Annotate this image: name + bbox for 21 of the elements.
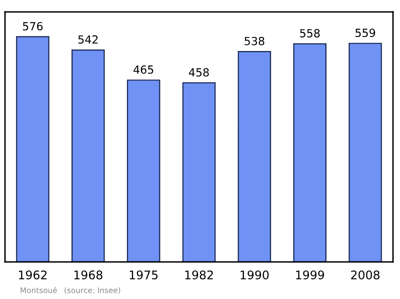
data-label: 542 [78, 35, 98, 44]
data-label: 558 [300, 29, 320, 38]
bar [126, 80, 160, 262]
data-label: 458 [188, 68, 209, 77]
bar [238, 51, 272, 262]
x-tick-label: 1968 [74, 270, 102, 280]
data-label: 559 [356, 28, 376, 38]
bar [293, 43, 326, 262]
data-label: 538 [244, 36, 264, 46]
bar [348, 42, 382, 262]
x-tick-label: 1990 [240, 270, 269, 280]
x-tick-label: 1975 [130, 270, 158, 280]
x-tick-label: 2008 [351, 270, 380, 280]
data-label: 576 [22, 22, 43, 30]
bar [72, 49, 105, 262]
x-tick-label: 1962 [18, 270, 47, 280]
x-tick-label: 1999 [296, 270, 324, 280]
bar [182, 82, 216, 262]
data-label: 465 [134, 65, 154, 74]
x-tick-label: 1982 [185, 270, 213, 280]
bar [16, 36, 50, 262]
